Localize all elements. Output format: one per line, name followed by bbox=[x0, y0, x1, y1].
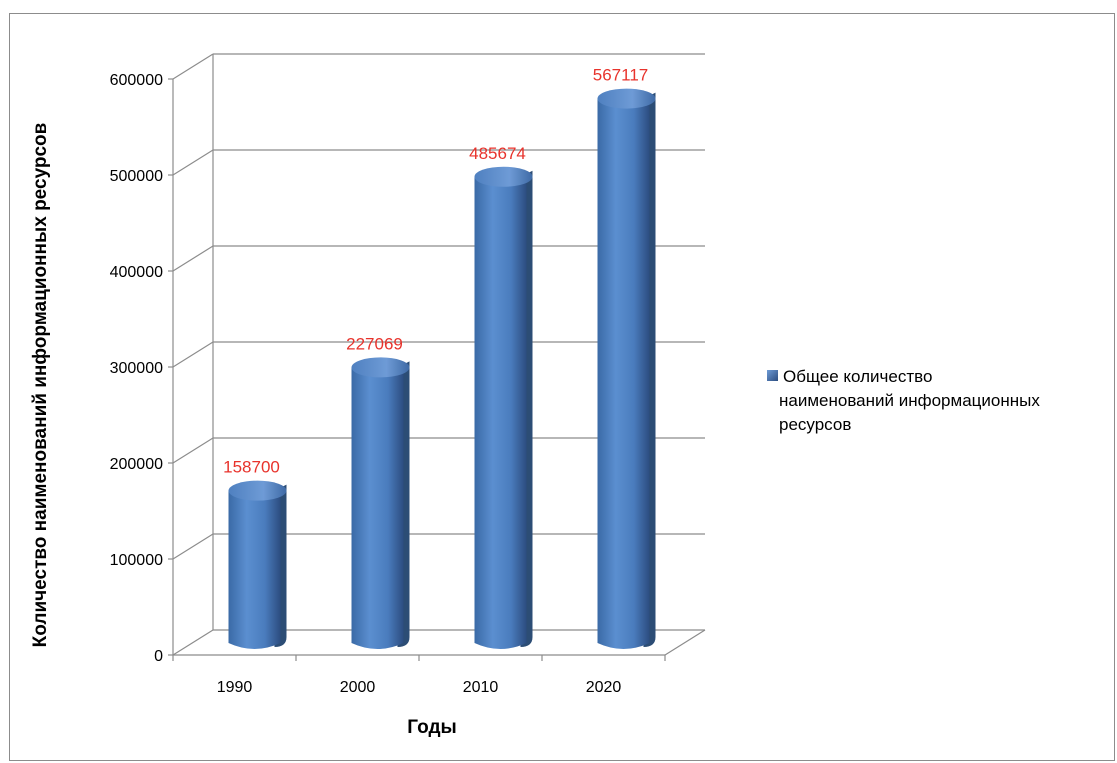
bar bbox=[597, 88, 656, 649]
x-axis-title: Годы bbox=[407, 717, 456, 738]
bar-body bbox=[597, 98, 650, 649]
chart-frame bbox=[9, 13, 1115, 761]
x-tick-label: 2010 bbox=[463, 679, 499, 696]
bars bbox=[228, 88, 656, 649]
bar-body bbox=[228, 490, 281, 649]
legend-line: Общее количество bbox=[783, 367, 932, 386]
gridline-diagonal bbox=[172, 53, 214, 80]
legend: Общее количество наименований информацион… bbox=[767, 367, 1040, 434]
legend-line: наименований информационных bbox=[779, 391, 1040, 410]
gridline-diagonal bbox=[172, 629, 214, 656]
data-label: 227069 bbox=[346, 334, 403, 353]
data-label: 485674 bbox=[469, 144, 526, 163]
y-tick-label: 600000 bbox=[110, 72, 163, 89]
bar bbox=[474, 166, 533, 649]
y-tick-label: 100000 bbox=[110, 552, 163, 569]
floor-edge bbox=[664, 629, 706, 656]
x-tick-label: 1990 bbox=[217, 679, 253, 696]
data-label: 567117 bbox=[593, 66, 648, 85]
bar-body bbox=[351, 367, 404, 649]
bar-body bbox=[474, 176, 527, 649]
bar-cap bbox=[597, 88, 656, 109]
y-tick-label: 200000 bbox=[110, 456, 163, 473]
data-labels: 158700 227069 485674 567117 bbox=[223, 66, 648, 477]
y-tick-label: 0 bbox=[154, 648, 163, 665]
y-tick-label: 300000 bbox=[110, 360, 163, 377]
gridline-diagonal bbox=[172, 341, 214, 368]
y-tick-label: 400000 bbox=[110, 264, 163, 281]
x-tick-label: 2020 bbox=[586, 679, 622, 696]
gridline-diagonal bbox=[172, 149, 214, 176]
bar-cap bbox=[351, 357, 410, 378]
data-label: 158700 bbox=[223, 458, 280, 477]
bar-cap bbox=[228, 480, 287, 501]
bar-cap bbox=[474, 166, 533, 187]
legend-label: Общее количество наименований информацион… bbox=[779, 367, 1040, 434]
bar bbox=[351, 357, 410, 649]
y-tick-label: 500000 bbox=[110, 168, 163, 185]
axes: 0 100000 200000 300000 400000 500000 600000 199… bbox=[110, 54, 706, 696]
gridline-diagonal bbox=[172, 245, 214, 272]
bar bbox=[228, 480, 287, 649]
legend-swatch bbox=[767, 370, 778, 381]
x-tick-label: 2000 bbox=[340, 679, 376, 696]
legend-line: ресурсов bbox=[779, 415, 851, 434]
y-axis-title: Количество наименований информационных р… bbox=[30, 123, 51, 648]
gridline-diagonal bbox=[172, 533, 214, 560]
gridline-diagonal bbox=[172, 437, 214, 464]
